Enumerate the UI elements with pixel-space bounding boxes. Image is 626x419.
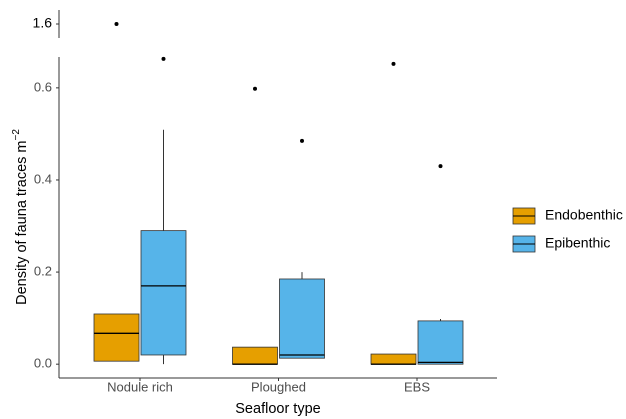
- y-tick-label: 0.0: [34, 356, 52, 371]
- upper-y-tick-label: 1.6: [33, 15, 53, 31]
- y-axis-title-main: Density of fauna traces m: [14, 140, 30, 304]
- legend-label: Endobenthic: [545, 207, 623, 223]
- outlier: [300, 138, 304, 143]
- x-tick-label: Ploughed: [251, 379, 306, 394]
- box: [140, 230, 187, 356]
- box: [93, 313, 140, 362]
- box: [232, 346, 278, 365]
- x-tick-label: Nodule rich: [107, 379, 173, 394]
- legend-label: Epibenthic: [545, 235, 610, 251]
- outlier: [391, 61, 396, 66]
- y-tick-label: 0.2: [34, 264, 52, 279]
- y-tick-label: 0.4: [34, 171, 52, 186]
- box: [279, 278, 325, 359]
- outlier: [161, 56, 166, 61]
- y-axis-title: Density of fauna traces m−2: [11, 129, 30, 305]
- x-tick-label: EBS: [404, 379, 430, 394]
- outlier: [438, 164, 443, 169]
- box: [370, 353, 417, 365]
- outlier: [253, 86, 257, 91]
- y-tick-label: 0.6: [34, 79, 52, 94]
- box: [417, 320, 464, 365]
- x-axis-title: Seafloor type: [235, 401, 320, 417]
- outlier: [114, 22, 119, 26]
- y-axis-title-sup: −2: [11, 129, 22, 141]
